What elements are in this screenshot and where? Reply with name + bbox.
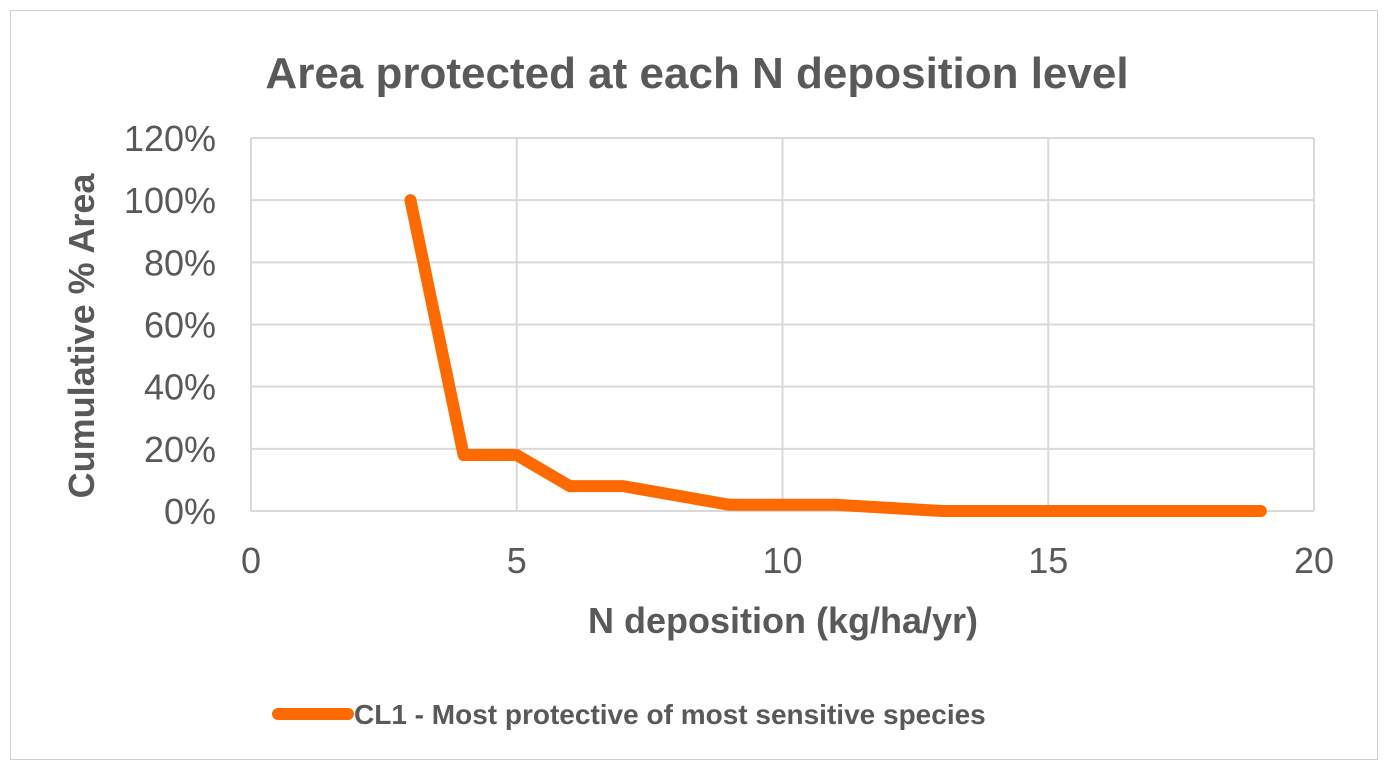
legend: CL1 - Most protective of most sensitive …	[272, 699, 986, 730]
x-tick-label: 20	[1294, 540, 1334, 581]
y-tick-label: 0%	[164, 491, 216, 532]
series-line	[404, 194, 1267, 517]
y-axis-ticks: 0% 20% 40% 60% 80% 100% 120%	[124, 118, 216, 532]
y-tick-label: 100%	[124, 180, 216, 221]
legend-label: CL1 - Most protective of most sensitive …	[354, 699, 986, 730]
x-tick-label: 5	[507, 540, 527, 581]
y-tick-label: 60%	[144, 305, 216, 346]
x-tick-label: 15	[1028, 540, 1068, 581]
y-tick-label: 20%	[144, 429, 216, 470]
chart-frame	[10, 10, 1378, 760]
x-axis-label: N deposition (kg/ha/yr)	[588, 600, 978, 641]
series-layer	[404, 194, 1267, 517]
y-axis-label: Cumulative % Area	[61, 173, 102, 499]
x-axis-ticks: 0 5 10 15 20	[241, 540, 1334, 581]
y-tick-label: 40%	[144, 367, 216, 408]
y-tick-label: 80%	[144, 242, 216, 283]
y-tick-label: 120%	[124, 118, 216, 159]
grid	[250, 137, 1315, 512]
x-tick-label: 0	[241, 540, 261, 581]
x-tick-label: 10	[762, 540, 802, 581]
chart-title: Area protected at each N deposition leve…	[265, 49, 1128, 98]
